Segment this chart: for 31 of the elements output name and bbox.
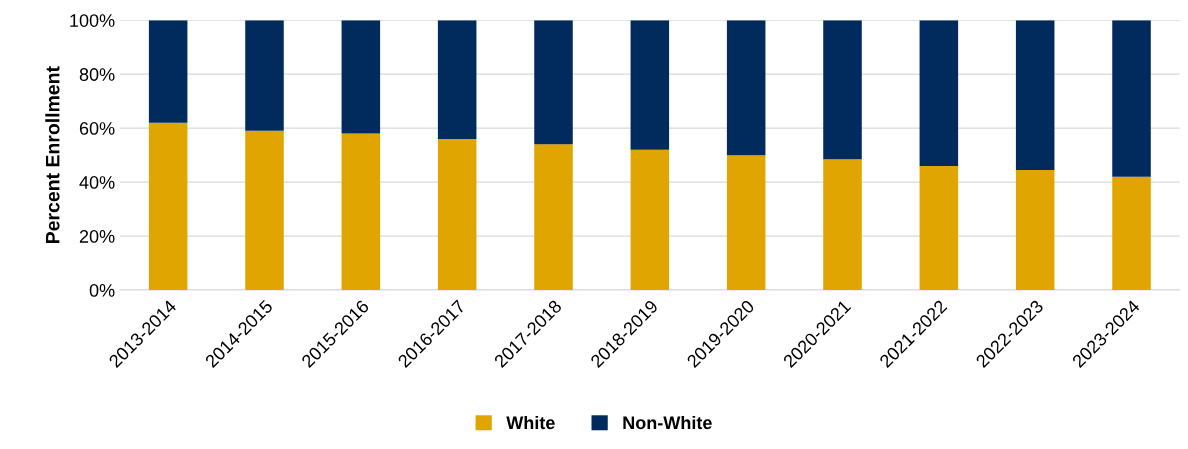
bar: [437, 20, 477, 139]
bar: [823, 159, 862, 291]
bar: [919, 20, 959, 166]
bar: [245, 20, 284, 131]
y-tick-label: 80%: [79, 68, 115, 81]
bar: [726, 155, 766, 291]
bar: [148, 20, 188, 123]
y-tick-label: 100%: [70, 14, 115, 27]
bar: [1015, 169, 1055, 291]
bar: [1112, 176, 1151, 291]
y-tick-label: 60%: [79, 122, 115, 135]
bar: [534, 144, 573, 291]
y-axis-title: Percent Enrollment: [45, 66, 60, 243]
bar: [1015, 20, 1055, 170]
bar: [823, 20, 862, 160]
bar: [630, 149, 670, 291]
bar: [726, 20, 766, 156]
bar: [534, 20, 573, 145]
y-tick-label: 20%: [79, 230, 115, 243]
y-tick-label: 40%: [79, 176, 115, 189]
bar: [919, 165, 959, 291]
bar: [341, 133, 381, 291]
bar: [341, 20, 381, 134]
bar: [148, 122, 188, 291]
y-tick-label: 0%: [89, 283, 115, 297]
bar: [1112, 20, 1151, 177]
bar: [437, 138, 477, 291]
legend-label: White: [506, 415, 555, 430]
bar: [630, 20, 670, 150]
legend-label: Non-White: [623, 415, 712, 430]
bar: [245, 130, 284, 291]
